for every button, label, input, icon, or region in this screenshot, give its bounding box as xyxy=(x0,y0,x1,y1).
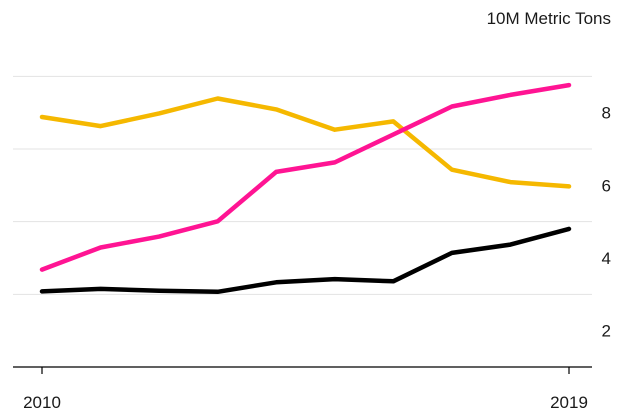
unit-label: 10M Metric Tons xyxy=(487,9,611,28)
y-tick-label: 6 xyxy=(602,176,611,195)
x-axis xyxy=(13,366,592,374)
series-line-3 xyxy=(39,226,572,295)
x-tick-label: 2019 xyxy=(550,393,588,412)
series-line-2 xyxy=(39,82,572,272)
y-tick-labels: 2 4 6 8 xyxy=(602,104,611,341)
y-tick-label: 8 xyxy=(602,104,611,123)
x-tick-labels: 2010 2019 xyxy=(23,393,588,412)
x-tick-label: 2010 xyxy=(23,393,61,412)
series-line-1 xyxy=(39,96,572,189)
y-tick-label: 2 xyxy=(602,322,611,341)
y-tick-label: 4 xyxy=(602,249,611,268)
series-lines xyxy=(39,82,572,295)
gridlines xyxy=(13,75,592,295)
